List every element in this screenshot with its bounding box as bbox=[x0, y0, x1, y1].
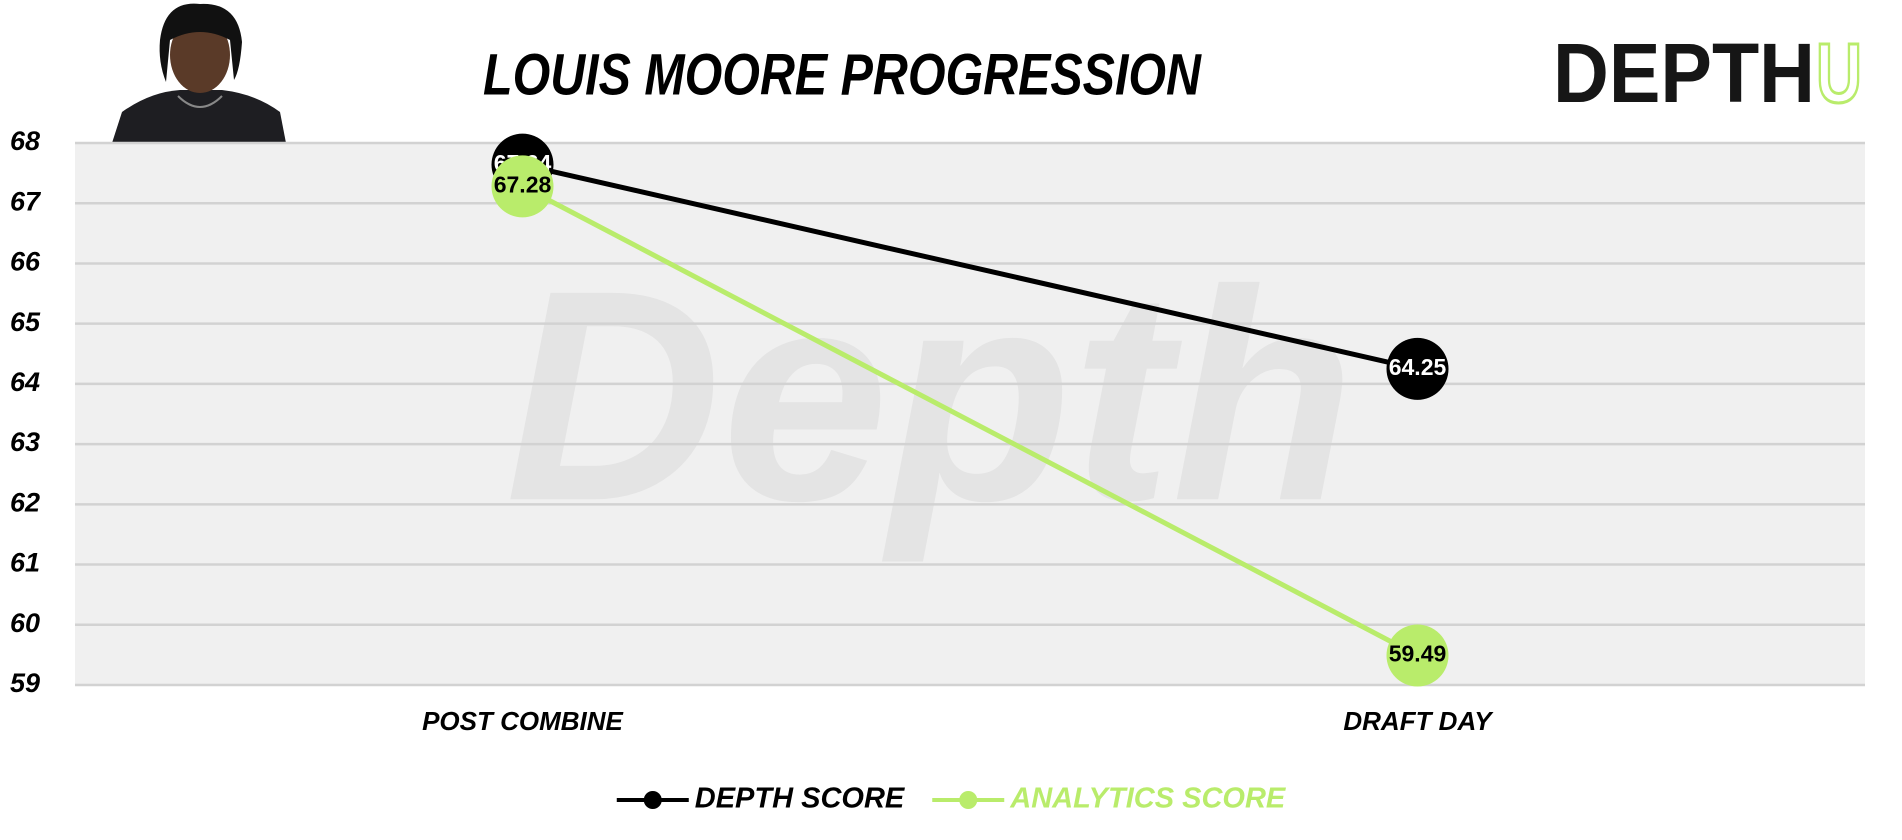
y-tick-label: 67 bbox=[10, 186, 42, 216]
y-tick-label: 62 bbox=[10, 487, 40, 517]
logo-accent: U bbox=[1816, 26, 1862, 120]
legend-marker bbox=[643, 791, 662, 809]
data-label: 59.49 bbox=[1389, 641, 1447, 667]
y-tick-label: 65 bbox=[10, 307, 41, 337]
series-line bbox=[521, 184, 1419, 658]
logo-text: DEPTH bbox=[1553, 26, 1815, 120]
legend-label: ANALYTICS SCORE bbox=[1009, 783, 1287, 815]
y-tick-label: 59 bbox=[10, 668, 40, 698]
data-label: 67.28 bbox=[494, 171, 552, 197]
plot-background bbox=[75, 143, 1865, 685]
legend-label: DEPTH SCORE bbox=[695, 783, 906, 815]
x-tick-label: POST COMBINE bbox=[422, 706, 623, 736]
y-tick-label: 61 bbox=[10, 548, 40, 578]
watermark: Depth bbox=[505, 227, 1355, 565]
x-tick-label: DRAFT DAY bbox=[1343, 706, 1494, 736]
y-tick-label: 66 bbox=[10, 247, 41, 277]
y-tick-label: 64 bbox=[10, 367, 40, 397]
logo: DEPTH U bbox=[1553, 25, 1864, 122]
marker bbox=[491, 155, 554, 218]
marker bbox=[1386, 624, 1449, 687]
data-label: 64.25 bbox=[1389, 354, 1447, 380]
y-tick-label: 60 bbox=[10, 608, 40, 638]
series-line bbox=[521, 162, 1419, 372]
y-tick-label: 63 bbox=[10, 427, 40, 457]
legend: DEPTH SCORE ANALYTICS SCORE bbox=[616, 783, 1287, 815]
chart-title: LOUIS MOORE PROGRESSION bbox=[483, 42, 1202, 107]
y-tick-label: 68 bbox=[10, 126, 40, 156]
marker bbox=[1386, 337, 1449, 400]
legend-marker bbox=[959, 791, 978, 809]
player-photo bbox=[112, 0, 286, 143]
